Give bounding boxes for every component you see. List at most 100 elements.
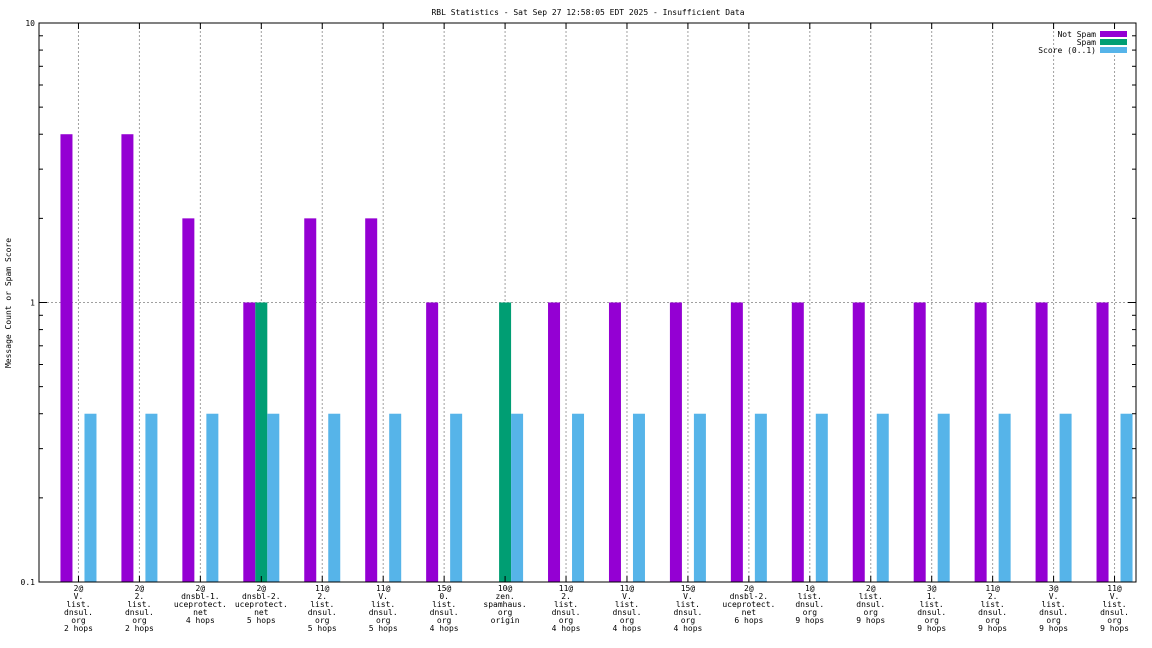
x-tick-label: 2. (317, 592, 327, 601)
x-tick-label: org (71, 616, 86, 625)
legend-swatch (1100, 47, 1127, 53)
x-tick-label: zen. (495, 592, 514, 601)
x-tick-label: list. (676, 600, 700, 609)
bar-not-spam (121, 134, 134, 582)
bar-score-0-1- (145, 413, 158, 582)
x-tick-label: 11@ (1107, 584, 1122, 593)
grid (39, 23, 1136, 582)
x-tick-label: org (803, 608, 818, 617)
x-tick-label: dnsul. (795, 600, 824, 609)
x-tick-label: 9 hops (1039, 624, 1068, 633)
x-tick-label: dnsul. (552, 608, 581, 617)
x-tick-label: 5 hops (369, 624, 398, 633)
x-tick-label: 9 hops (978, 624, 1007, 633)
bar-score-0-1- (876, 413, 889, 582)
x-tick-label: 4 hops (613, 624, 642, 633)
x-tick-label: org (1107, 616, 1122, 625)
bar-not-spam (182, 218, 195, 582)
legend-label: Spam (1077, 38, 1096, 47)
x-tick-label: dnsul. (1039, 608, 1068, 617)
bars (60, 134, 1133, 582)
bar-score-0-1- (1120, 413, 1133, 582)
bar-score-0-1- (267, 413, 280, 582)
x-tick-label: 15@ (681, 584, 696, 593)
x-tick-label: list. (371, 600, 395, 609)
x-tick-label: 0. (439, 592, 449, 601)
x-tick-label: 5 hops (247, 616, 276, 625)
x-tick-label: 11@ (985, 584, 1000, 593)
x-tick-label: dnsbl-1. (181, 592, 220, 601)
x-tick-label: net (254, 608, 269, 617)
x-tick-label: org (924, 616, 939, 625)
bar-not-spam (1096, 302, 1109, 582)
x-tick-label: list. (1042, 600, 1066, 609)
x-tick-label: 11@ (559, 584, 574, 593)
x-tick-label: 11@ (376, 584, 391, 593)
bar-not-spam (60, 134, 73, 582)
x-tick-label: 4 hops (186, 616, 215, 625)
x-tick-label: 4 hops (673, 624, 702, 633)
bar-not-spam (243, 302, 256, 582)
bar-score-0-1- (389, 413, 402, 582)
bar-score-0-1- (754, 413, 767, 582)
x-tick-label: 3@ (927, 584, 937, 593)
x-tick-label: dnsul. (978, 608, 1007, 617)
x-tick-label: origin (491, 616, 520, 625)
legend-swatch (1100, 39, 1127, 45)
x-tick-label: 9 hops (917, 624, 946, 633)
bar-not-spam (1035, 302, 1048, 582)
x-tick-label: 2. (561, 592, 571, 601)
bar-not-spam (852, 302, 865, 582)
x-tick-label: V. (622, 592, 632, 601)
x-tick-label: 9 hops (856, 616, 885, 625)
x-tick-label: dnsbl-2. (242, 592, 281, 601)
bar-not-spam (791, 302, 804, 582)
x-tick-label: 4 hops (552, 624, 581, 633)
x-tick-label: dnsul. (613, 608, 642, 617)
x-tick-label: 2. (988, 592, 998, 601)
bar-score-0-1- (1059, 413, 1072, 582)
y-tick-label: 10 (25, 19, 35, 28)
x-tick-label: list. (859, 592, 883, 601)
bar-score-0-1- (206, 413, 219, 582)
x-tick-label: list. (127, 600, 151, 609)
x-tick-label: org (1046, 616, 1061, 625)
x-tick-label: 10@ (498, 584, 513, 593)
bar-not-spam (365, 218, 378, 582)
x-tick-label: V. (683, 592, 693, 601)
x-tick-label: 11@ (620, 584, 635, 593)
bar-score-0-1- (328, 413, 341, 582)
x-tick-label: dnsul. (308, 608, 337, 617)
x-tick-label: 11@ (315, 584, 330, 593)
legend-label: Score (0..1) (1038, 46, 1096, 55)
bar-spam (255, 302, 268, 582)
x-tick-label: 4 hops (430, 624, 459, 633)
x-tick-label: list. (981, 600, 1005, 609)
x-tick-label: list. (432, 600, 456, 609)
x-tick-label: 2 hops (125, 624, 154, 633)
x-tick-label: list. (1102, 600, 1126, 609)
x-tick-label: org (985, 616, 1000, 625)
bar-spam (499, 302, 512, 582)
x-tick-label: uceprotect. (174, 600, 227, 609)
x-tick-label: 9 hops (1100, 624, 1129, 633)
bar-score-0-1- (632, 413, 645, 582)
bar-score-0-1- (511, 413, 524, 582)
y-axis-label: Message Count or Spam Score (4, 238, 13, 368)
x-tick-label: 15@ (437, 584, 452, 593)
x-tick-label: V. (74, 592, 84, 601)
x-tick-label: org (681, 616, 696, 625)
y-tick-label: 1 (30, 299, 35, 308)
x-tick-label: uceprotect. (235, 600, 288, 609)
legend-swatch (1100, 31, 1127, 37)
x-tick-label: list. (798, 592, 822, 601)
x-tick-label: net (193, 608, 208, 617)
x-tick-label: spamhaus. (483, 600, 526, 609)
x-tick-label: org (498, 608, 513, 617)
bar-not-spam (913, 302, 926, 582)
x-tick-label: V. (1110, 592, 1120, 601)
x-tick-label: org (315, 616, 330, 625)
bar-not-spam (608, 302, 621, 582)
